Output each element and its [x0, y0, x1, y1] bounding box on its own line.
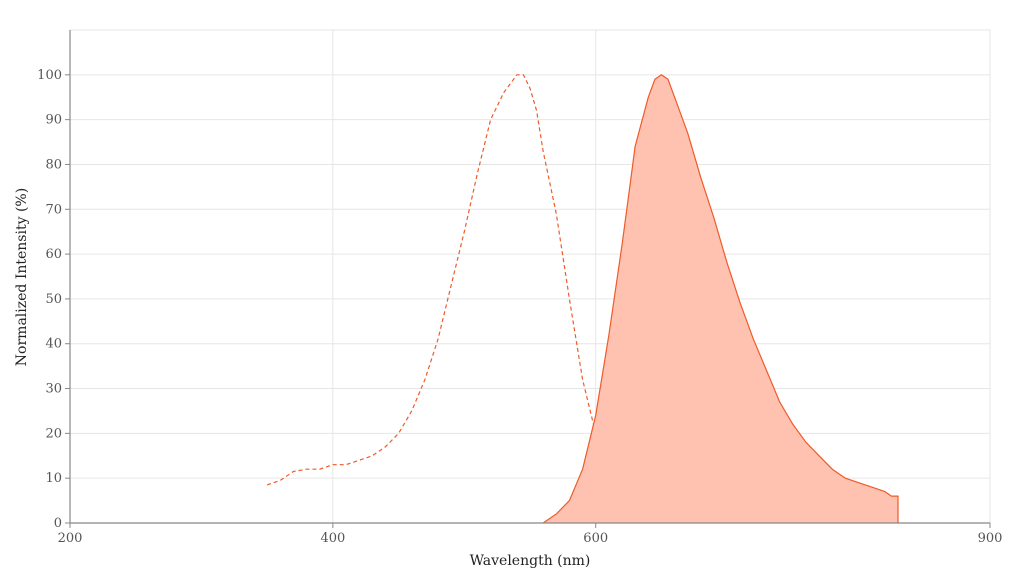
grid-layer: [69, 29, 991, 524]
y-tick-label: 60: [45, 247, 62, 262]
emission-area: [543, 74, 898, 524]
y-tick-label: 10: [45, 471, 62, 486]
x-tick-label: 600: [583, 531, 608, 546]
plot-frame: [69, 29, 991, 524]
y-tick-label: 40: [45, 337, 62, 352]
tick-label-layer: 0 10 20 30 40 50 60 70 80 90 100 200 400 600 900: [37, 68, 1002, 546]
x-axis-title: Wavelength (nm): [470, 553, 591, 569]
y-tick-label: 90: [45, 113, 62, 128]
series-layer: [266, 74, 899, 524]
x-tick-label: 400: [320, 531, 345, 546]
emission-line: [542, 74, 899, 524]
x-tick-label: 900: [978, 531, 1003, 546]
y-axis-title: Normalized Intensity (%): [14, 188, 30, 366]
y-tick-label: 20: [45, 426, 62, 441]
y-tick-label: 50: [45, 292, 62, 307]
y-tick-label: 80: [45, 157, 62, 172]
axis-layer: [65, 30, 991, 528]
y-tick-label: 0: [54, 516, 62, 531]
y-tick-label: 30: [45, 382, 62, 397]
y-tick-label: 70: [45, 202, 62, 217]
y-tick-label: 100: [37, 68, 62, 83]
x-tick-label: 200: [58, 531, 83, 546]
